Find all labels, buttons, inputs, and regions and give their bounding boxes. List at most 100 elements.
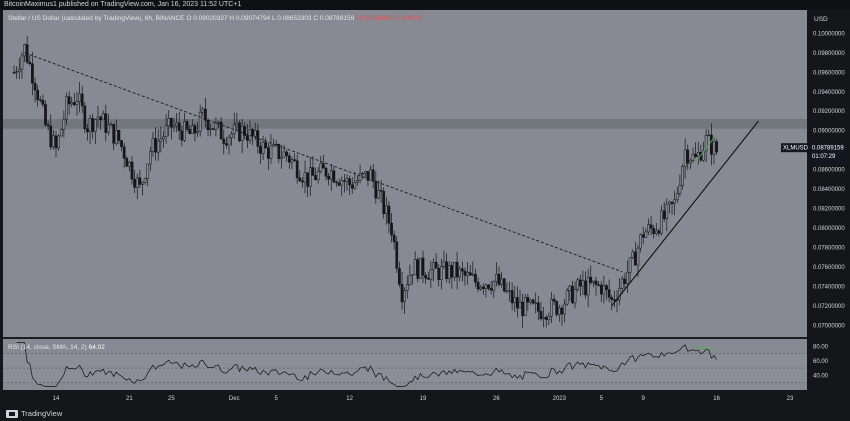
candle-body — [681, 166, 684, 186]
candle-body — [510, 290, 514, 304]
candle-body — [120, 140, 123, 147]
candle-body — [602, 285, 606, 295]
candle-body — [264, 142, 268, 149]
candle-body — [539, 311, 543, 320]
candle-body — [492, 281, 496, 291]
candle-body — [256, 130, 260, 147]
candle-body — [44, 104, 47, 126]
price-tag-countdown: 01:07:29 — [812, 154, 836, 160]
candle-body — [683, 149, 687, 167]
candle-body — [476, 281, 480, 290]
candle-body — [623, 278, 627, 284]
candle-body — [156, 140, 160, 153]
candle-body — [146, 163, 150, 179]
candle-body — [516, 297, 519, 309]
candle-body — [169, 118, 173, 128]
candle-body — [639, 234, 642, 249]
x-tick-label: 12 — [346, 396, 353, 402]
x-tick-label: 5 — [275, 396, 279, 402]
rsi-tick-label: 40.00 — [813, 373, 829, 379]
x-tick-label: 2023 — [553, 396, 567, 402]
currency-label[interactable]: USD — [814, 16, 828, 23]
candle-body — [88, 118, 92, 133]
candle-body — [704, 135, 708, 151]
candle-body — [660, 210, 663, 234]
descending-trendline — [24, 52, 623, 273]
candle-body — [411, 274, 414, 276]
candle-body — [505, 290, 509, 292]
candle-body — [133, 178, 136, 188]
tradingview-brand[interactable]: TradingView — [6, 409, 62, 418]
candle-body — [371, 169, 375, 182]
candle-body — [259, 146, 262, 154]
candle-body — [269, 145, 273, 159]
candle-body — [159, 138, 163, 142]
candle-body — [314, 175, 317, 181]
candle-body — [453, 261, 456, 278]
candle-body — [594, 280, 598, 285]
y-tick-label: 0.10000000 — [813, 31, 845, 37]
candle-body — [366, 171, 370, 181]
ticker-tag-bg — [781, 143, 807, 153]
candle-body — [33, 82, 37, 91]
x-tick-label: 25 — [168, 396, 175, 402]
candle-body — [230, 133, 233, 138]
candle-body — [652, 228, 656, 234]
candle-body — [135, 177, 139, 188]
candle-body — [419, 257, 422, 279]
candle-body — [497, 273, 501, 285]
candle-body — [277, 144, 281, 159]
candle-body — [70, 102, 74, 105]
candle-body — [694, 153, 697, 158]
pane-separator[interactable] — [3, 337, 807, 339]
candle-body — [597, 284, 600, 286]
candle-body — [565, 290, 569, 305]
candle-body — [712, 141, 716, 155]
candle-body — [109, 123, 113, 126]
candle-body — [225, 143, 228, 146]
candle-body — [654, 230, 658, 234]
candle-body — [125, 158, 129, 167]
y-tick-label: 0.08400000 — [813, 187, 845, 193]
candle-body — [607, 289, 611, 298]
candle-body — [589, 276, 593, 283]
candle-body — [379, 189, 383, 192]
candle-body — [649, 224, 653, 229]
candle-body — [620, 278, 624, 289]
candle-body — [227, 137, 231, 146]
candle-body — [49, 125, 53, 148]
candle-body — [175, 122, 178, 127]
candle-body — [246, 135, 249, 141]
candle-body — [450, 265, 454, 278]
candle-body — [86, 128, 89, 133]
candle-body — [164, 125, 168, 137]
candle-body — [400, 283, 404, 303]
candle-body — [235, 122, 239, 126]
candle-body — [361, 172, 365, 175]
footer: TradingView — [0, 405, 850, 421]
candle-body — [487, 284, 490, 289]
candle-body — [243, 126, 247, 136]
price-chart-pane[interactable] — [3, 10, 807, 337]
candle-body — [413, 259, 417, 276]
ticker-tag-label: XLMUSD — [783, 146, 809, 152]
brand-label: TradingView — [21, 409, 63, 418]
candle-body — [578, 279, 582, 287]
candle-body — [222, 138, 226, 144]
candle-body — [529, 299, 532, 303]
rsi-divergence-line — [695, 345, 717, 352]
candle-body — [576, 279, 580, 290]
y-tick-label: 0.07800000 — [813, 245, 845, 251]
candle-body — [28, 61, 32, 64]
symbol-title[interactable]: Stellar / US Dollar (calculated by Tradi… — [8, 15, 185, 22]
candle-body — [636, 247, 640, 266]
ascending-trendline — [611, 120, 759, 307]
candle-body — [59, 129, 63, 137]
y-tick-label: 0.09400000 — [813, 90, 845, 96]
candle-body — [424, 274, 427, 279]
rsi-label[interactable]: RSI (14, close, SMA, 14, 2) — [8, 344, 87, 351]
candle-body — [138, 177, 142, 185]
candle-body — [188, 129, 192, 134]
candle-body — [686, 149, 690, 164]
candle-body — [104, 113, 108, 133]
